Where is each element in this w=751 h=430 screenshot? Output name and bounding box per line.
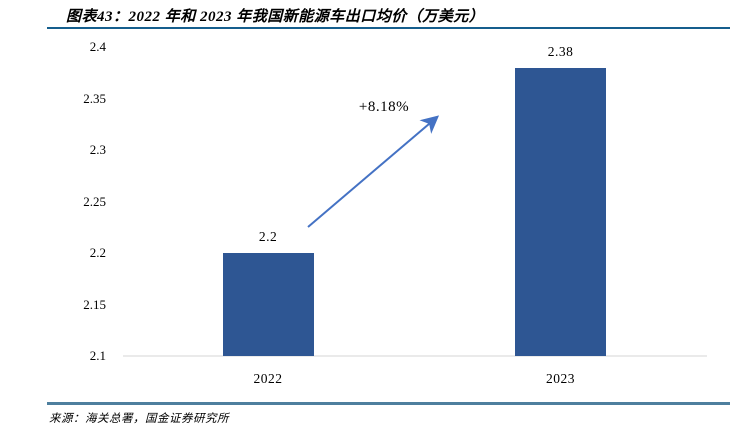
chart-title: 图表43：2022 年和 2023 年我国新能源车出口均价（万美元）: [66, 9, 485, 25]
value-label-2023: 2.38: [547, 43, 574, 59]
y-tick-label: 2.1: [89, 348, 106, 363]
y-tick-label: 2.25: [83, 193, 106, 209]
source-note: 来源：海关总署，国金证券研究所: [49, 413, 229, 425]
category-label-2022: 2022: [253, 371, 283, 386]
y-tick-label: 2.15: [83, 296, 106, 312]
title-underline: [47, 27, 730, 29]
bar-2023: [515, 67, 606, 356]
x-axis-baseline: [123, 355, 707, 357]
y-tick-label: 2.35: [83, 90, 106, 106]
y-tick-label: 2.4: [89, 39, 106, 54]
category-label-2023: 2023: [546, 371, 575, 386]
y-tick-label: 2.3: [89, 142, 106, 157]
y-tick-label: 2.2: [89, 245, 106, 260]
value-label-2022: 2.2: [258, 229, 278, 244]
bar-2022: [222, 253, 314, 356]
source-divider-rule: [47, 402, 730, 405]
growth-rate-annotation: +8.18%: [358, 99, 410, 115]
